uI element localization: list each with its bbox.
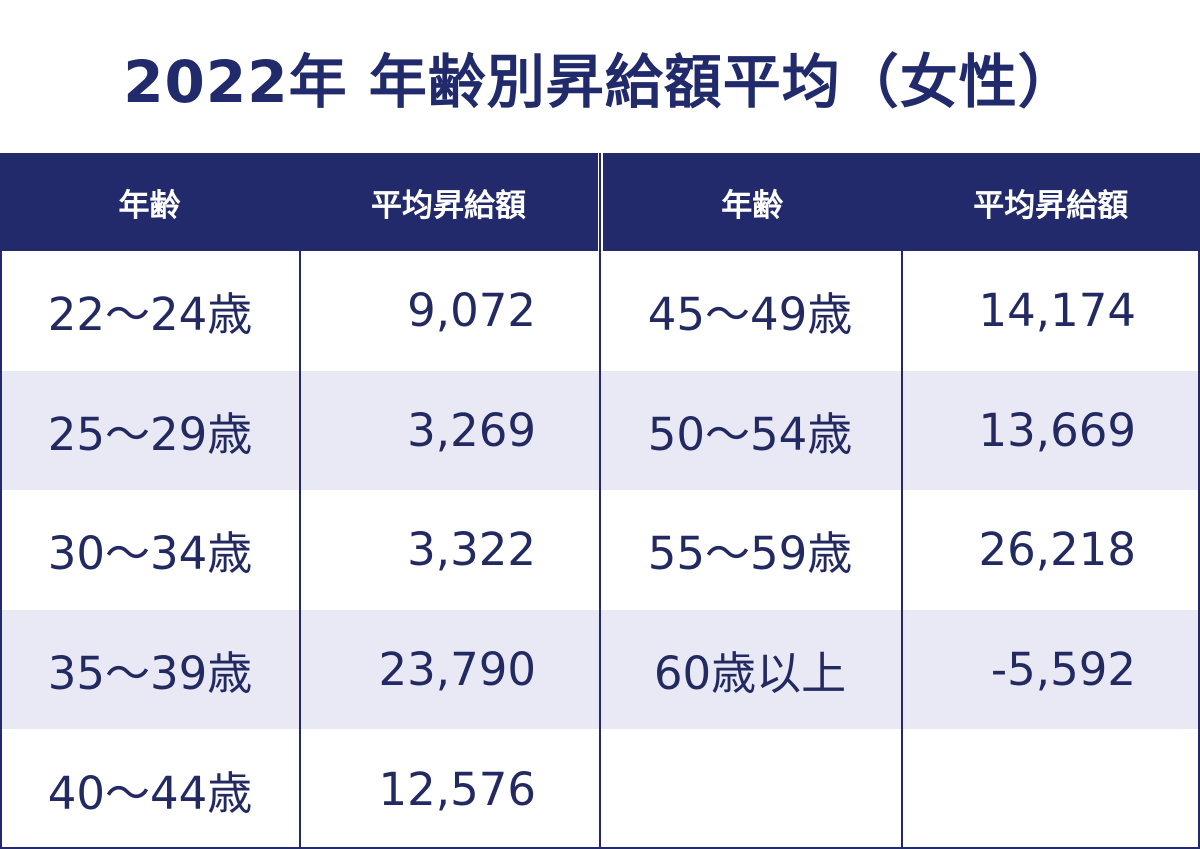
value-cell: 9,072 [407, 284, 536, 338]
age-cell: 35〜39歳 [47, 647, 253, 701]
table-row: 50〜54歳 13,669 [600, 370, 1200, 491]
header-average-raise: 平均昇給額 [973, 187, 1129, 224]
column-divider [901, 251, 903, 849]
table-body: 45〜49歳 14,174 50〜54歳 13,669 55〜59歳 26,21… [600, 251, 1200, 849]
value-cell: 13,669 [978, 403, 1136, 457]
age-cell: 22〜24歳 [47, 288, 253, 342]
age-cell: 40〜44歳 [47, 766, 253, 820]
age-cell: 50〜54歳 [647, 407, 853, 461]
table-right-half: 年齢 平均昇給額 45〜49歳 14,174 50〜54歳 13,669 55〜… [600, 153, 1200, 849]
table-row: 45〜49歳 14,174 [600, 251, 1200, 371]
table-row: 55〜59歳 26,218 [600, 490, 1200, 610]
age-cell: 55〜59歳 [647, 527, 853, 581]
table-row: 30〜34歳 3,322 [0, 490, 600, 610]
table-header-row: 年齢 平均昇給額 [603, 153, 1200, 251]
value-cell: 23,790 [378, 643, 536, 697]
table-header-row: 年齢 平均昇給額 [0, 153, 598, 251]
half-divider [599, 153, 601, 849]
age-cell: 60歳以上 [653, 647, 847, 701]
value-cell: -5,592 [990, 643, 1136, 697]
table-row: 22〜24歳 9,072 [0, 251, 600, 371]
table-border-right [1198, 251, 1200, 849]
age-cell [600, 729, 900, 849]
table-border-bottom [0, 847, 1200, 849]
salary-raise-table: 年齢 平均昇給額 22〜24歳 9,072 25〜29歳 3,269 30〜34… [0, 153, 1200, 849]
value-cell: 3,322 [407, 523, 536, 577]
value-cell: 26,218 [978, 523, 1136, 577]
value-cell: 14,174 [978, 284, 1136, 338]
table-row: 60歳以上 -5,592 [600, 609, 1200, 730]
header-age: 年齢 [118, 187, 181, 224]
value-cell [900, 729, 1200, 849]
header-age: 年齢 [721, 187, 784, 224]
value-cell: 12,576 [378, 762, 536, 816]
age-cell: 45〜49歳 [647, 288, 853, 342]
age-cell: 30〜34歳 [47, 527, 253, 581]
column-divider [299, 251, 301, 849]
age-cell: 25〜29歳 [47, 407, 253, 461]
table-border-left [0, 251, 2, 849]
table-row [600, 729, 1200, 849]
page-title: 2022年 年齢別昇給額平均（女性） [123, 47, 1077, 116]
table-row: 40〜44歳 12,576 [0, 729, 600, 849]
header-average-raise: 平均昇給額 [371, 187, 526, 224]
value-cell: 3,269 [407, 403, 536, 457]
